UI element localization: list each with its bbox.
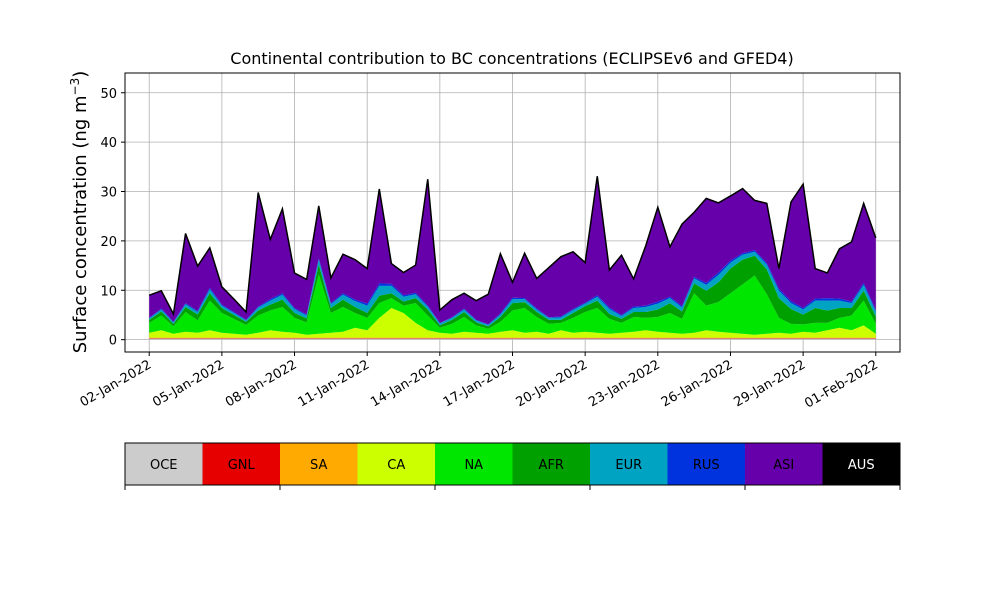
legend: OCE GNL SA CA NA AFR EUR RUS ASI AUS (124, 442, 901, 490)
x-tick-label: 20-Jan-2022 (514, 357, 591, 410)
area-asi (149, 176, 876, 325)
y-axis-label: Surface concentration (ng m−3) (68, 71, 91, 354)
legend-swatch-eur (590, 443, 668, 485)
legend-label-gnl: GNL (228, 458, 256, 473)
x-tick-label: 02-Jan-2022 (78, 357, 155, 410)
area-na (149, 274, 876, 335)
legend-label-afr: AFR (539, 458, 564, 473)
x-tick-label: 01-Feb-2022 (802, 357, 881, 411)
y-tick-label: 50 (100, 87, 117, 102)
x-tick-label: 14-Jan-2022 (368, 357, 445, 410)
axes: 0 10 20 30 40 50 02-Jan-202205-Jan-202208-Jan-… (78, 72, 901, 411)
legend-swatch-rus (667, 443, 745, 485)
legend-label-sa: SA (310, 458, 327, 473)
legend-label-rus: RUS (693, 458, 720, 473)
x-tick-label: 26-Jan-2022 (659, 357, 736, 410)
y-tick-label: 10 (100, 284, 117, 299)
y-tick-label: 0 (109, 334, 117, 349)
legend-label-na: NA (464, 458, 483, 473)
total-outline (148, 176, 877, 317)
legend-swatch-asi (745, 443, 823, 485)
x-tick-label: 23-Jan-2022 (586, 357, 663, 410)
y-tick-label: 20 (100, 235, 117, 250)
stacked-areas (148, 176, 877, 340)
legend-frame (124, 442, 901, 486)
x-tick-label: 29-Jan-2022 (732, 357, 809, 410)
legend-label-aus: AUS (848, 458, 875, 473)
legend-label-eur: EUR (615, 458, 642, 473)
legend-label-ca: CA (387, 458, 405, 473)
legend-label-asi: ASI (773, 458, 794, 473)
area-eur (149, 251, 876, 327)
legend-swatch-aus (822, 443, 900, 485)
legend-swatch-sa (280, 443, 358, 485)
area-ca (149, 308, 876, 338)
x-tick-label: 05-Jan-2022 (150, 357, 227, 410)
legend-swatch-na (435, 443, 513, 485)
legend-swatch-gnl (202, 443, 280, 485)
legend-label-oce: OCE (150, 458, 178, 473)
x-tick-label: 11-Jan-2022 (296, 357, 373, 410)
x-tick-label: 08-Jan-2022 (223, 357, 300, 410)
legend-swatch-ca (357, 443, 435, 485)
chart-title: Continental contribution to BC concentra… (230, 49, 793, 68)
x-tick-label: 17-Jan-2022 (441, 357, 518, 410)
area-oce (149, 338, 876, 340)
y-tick-label: 40 (100, 136, 117, 151)
legend-swatch-afr (512, 443, 590, 485)
area-gnl (149, 338, 876, 339)
legend-swatch-oce (125, 443, 203, 485)
y-tick-label: 30 (100, 186, 117, 201)
area-afr (149, 255, 876, 329)
